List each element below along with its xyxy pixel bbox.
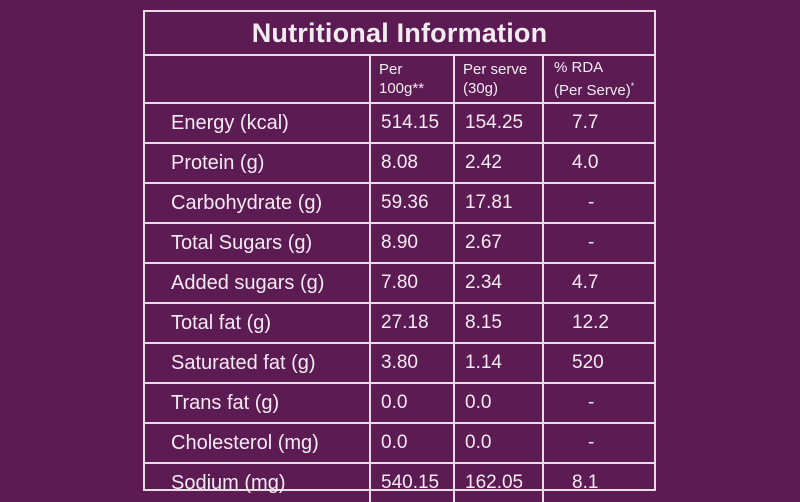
rda-cell: 8.1 (542, 462, 654, 502)
rda-cell: - (542, 422, 654, 464)
table-row: Cholesterol (mg) 0.0 0.0- (145, 422, 654, 464)
header-rda-footnote-mark: * (630, 81, 635, 91)
rda-cell: 520 (542, 342, 654, 384)
per-100g-cell: 8.08 (369, 142, 455, 184)
header-per-100g: Per 100g** (369, 56, 455, 104)
table-row: Saturated fat (g) 3.80 1.14 520 (145, 342, 654, 384)
nutrition-table: Per 100g** Per serve (30g) % RDA (Per Se… (145, 56, 654, 502)
header-rda-line2: (Per Serve) (554, 82, 631, 99)
rda-cell: - (542, 222, 654, 264)
panel-title: Nutritional Information (145, 12, 654, 56)
per-100g-cell: 27.18 (369, 302, 455, 344)
table-row: Total Sugars (g) 8.90 2.67- (145, 222, 654, 264)
table-row: Carbohydrate (g) 59.36 17.81- (145, 182, 654, 224)
per-serve-cell: 0.0 (453, 422, 544, 464)
nutrient-cell: Saturated fat (g) (145, 342, 371, 384)
rda-cell: 12.2 (542, 302, 654, 344)
table-row: Sodium (mg) 540.15 162.05 8.1 (145, 462, 654, 502)
per-100g-cell: 8.90 (369, 222, 455, 264)
per-serve-cell: 154.25 (453, 102, 544, 144)
nutrient-cell: Added sugars (g) (145, 262, 371, 304)
table-body: Energy (kcal) 514.15 154.25 7.7 Protein (g) 8… (145, 102, 654, 502)
per-serve-cell: 2.42 (453, 142, 544, 184)
header-per-serve-line1: Per serve (463, 61, 528, 78)
header-per-serve: Per serve (30g) (453, 56, 544, 104)
nutrient-cell: Total fat (g) (145, 302, 371, 344)
rda-cell: 4.0 (542, 142, 654, 184)
rda-cell: 4.7 (542, 262, 654, 304)
table-row: Added sugars (g) 7.80 2.34 4.7 (145, 262, 654, 304)
per-serve-cell: 0.0 (453, 382, 544, 424)
nutrient-cell: Trans fat (g) (145, 382, 371, 424)
header-nutrient (145, 56, 371, 104)
per-100g-cell: 0.0 (369, 422, 455, 464)
per-100g-cell: 7.80 (369, 262, 455, 304)
per-serve-cell: 17.81 (453, 182, 544, 224)
header-row: Per 100g** Per serve (30g) % RDA (Per Se… (145, 56, 654, 104)
header-rda: % RDA (Per Serve)* (542, 56, 654, 104)
rda-cell: - (542, 182, 654, 224)
header-per-serve-line2: (30g) (463, 80, 499, 97)
per-serve-cell: 8.15 (453, 302, 544, 344)
per-100g-cell: 59.36 (369, 182, 455, 224)
nutrient-cell: Protein (g) (145, 142, 371, 184)
per-100g-cell: 540.15 (369, 462, 455, 502)
rda-cell: - (542, 382, 654, 424)
nutrient-cell: Total Sugars (g) (145, 222, 371, 264)
nutrient-cell: Sodium (mg) (145, 462, 371, 502)
table-row: Energy (kcal) 514.15 154.25 7.7 (145, 102, 654, 144)
per-serve-cell: 2.67 (453, 222, 544, 264)
rda-cell: 7.7 (542, 102, 654, 144)
header-per-100g-line2: 100g** (379, 80, 425, 97)
header-per-100g-line1: Per (379, 61, 403, 78)
header-rda-line1: % RDA (554, 59, 604, 76)
nutrient-cell: Carbohydrate (g) (145, 182, 371, 224)
per-100g-cell: 3.80 (369, 342, 455, 384)
table-row: Protein (g) 8.08 2.42 4.0 (145, 142, 654, 184)
table-row: Total fat (g) 27.18 8.15 12.2 (145, 302, 654, 344)
per-serve-cell: 162.05 (453, 462, 544, 502)
per-100g-cell: 514.15 (369, 102, 455, 144)
nutrient-cell: Cholesterol (mg) (145, 422, 371, 464)
nutrient-cell: Energy (kcal) (145, 102, 371, 144)
per-100g-cell: 0.0 (369, 382, 455, 424)
nutrition-panel: Nutritional Information Per 100g** Per s… (143, 10, 656, 502)
table-row: Trans fat (g) 0.0 0.0- (145, 382, 654, 424)
per-serve-cell: 2.34 (453, 262, 544, 304)
per-serve-cell: 1.14 (453, 342, 544, 384)
